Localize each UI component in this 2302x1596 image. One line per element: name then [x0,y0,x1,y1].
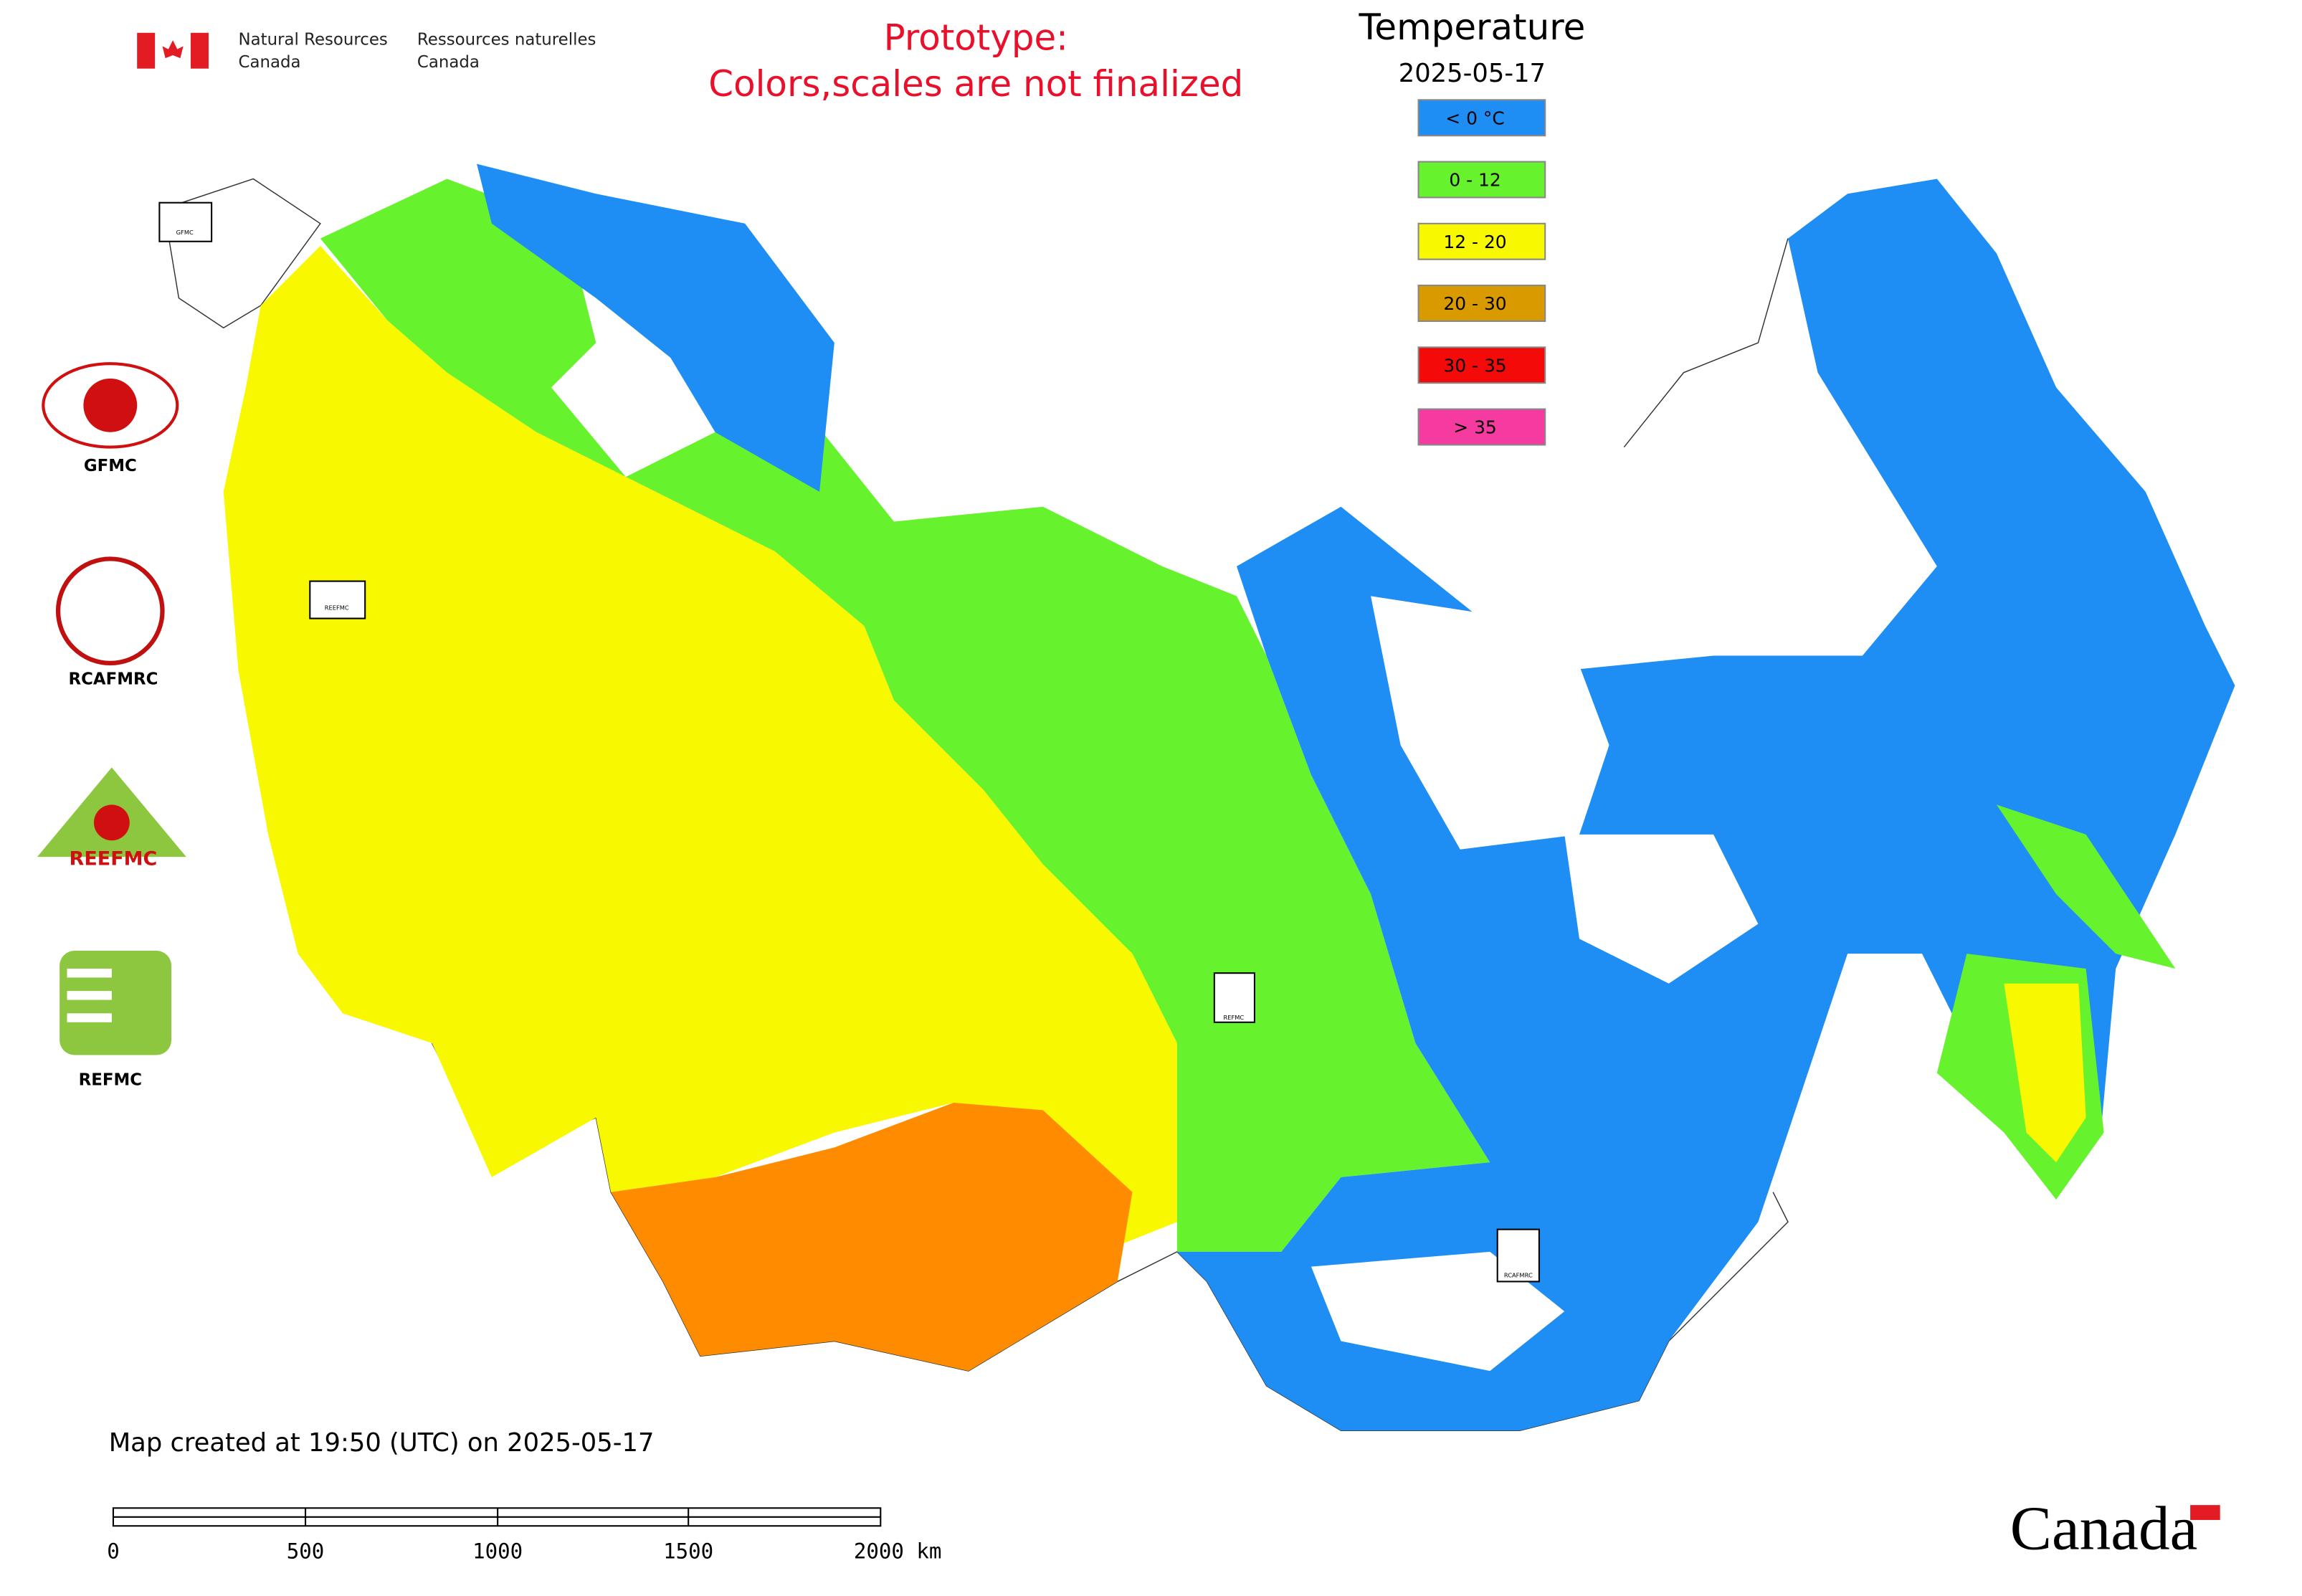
scale-label: 0 [107,1539,120,1564]
legend-label: 30 - 35 [1443,355,1506,376]
scale-label: 1000 [472,1539,523,1564]
logo-label: REFMC [79,1070,142,1089]
department-fr: Ressources naturelles [417,31,596,49]
department-fr: Canada [417,53,480,72]
canada-flag [137,32,209,69]
legend-label: < 0 °C [1445,108,1504,128]
region-cool [1996,804,2176,969]
prototype-notice: Colors,scales are not finalized [708,63,1243,105]
wordmark-flag [2190,1505,2220,1520]
prototype-notice: Prototype: [884,17,1068,59]
legend-date: 2025-05-17 [1399,59,1546,88]
logo-icons [37,362,186,1055]
legend-swatch [1417,346,1546,384]
legend-label: 0 - 12 [1449,170,1500,191]
scale-label: 500 [287,1539,325,1564]
department-en: Natural Resources [239,31,388,49]
logo-label: GFMC [84,457,137,475]
scale-label: 2000 km [854,1539,942,1564]
marker-label: REFMC [1223,1014,1244,1021]
legend-swatch [1417,222,1546,260]
legend-label: 20 - 30 [1443,293,1506,314]
legend-label: 12 - 20 [1443,232,1506,252]
legend-swatch [1417,285,1546,322]
region-mild [223,245,1177,1252]
region-cold [1176,179,2235,1431]
department-en: Canada [239,53,301,72]
legend-label: > 35 [1453,417,1497,438]
canada-wordmark: Canada [2010,1493,2198,1563]
no-data [1371,596,1609,850]
no-data [1564,834,1759,984]
legend-title: Temperature [1358,6,1585,48]
marker-label: GFMC [176,229,194,236]
scale-bar [112,1507,882,1527]
region-mild [2004,983,2086,1163]
marker-label: REEFMC [325,604,349,612]
legend-swatch [1417,161,1546,199]
marker-boxes [158,201,1540,1283]
legend: Temperature 2025-05-17 < 0 °C 0 - 12 12 - 20… [1358,6,1585,446]
marker-label: RCAFMRC [1504,1272,1533,1279]
map-created: Map created at 19:50 (UTC) on 2025-05-17 [109,1428,655,1458]
logo-label: REEFMC [70,848,158,870]
region-warm [611,1103,1133,1372]
region-cool [320,179,1490,1252]
legend-swatch [1417,99,1546,137]
legend-swatch [1417,408,1546,446]
region-cold [477,163,834,492]
scale-label: 1500 [663,1539,713,1564]
logo-label: RCAFMRC [69,670,158,688]
